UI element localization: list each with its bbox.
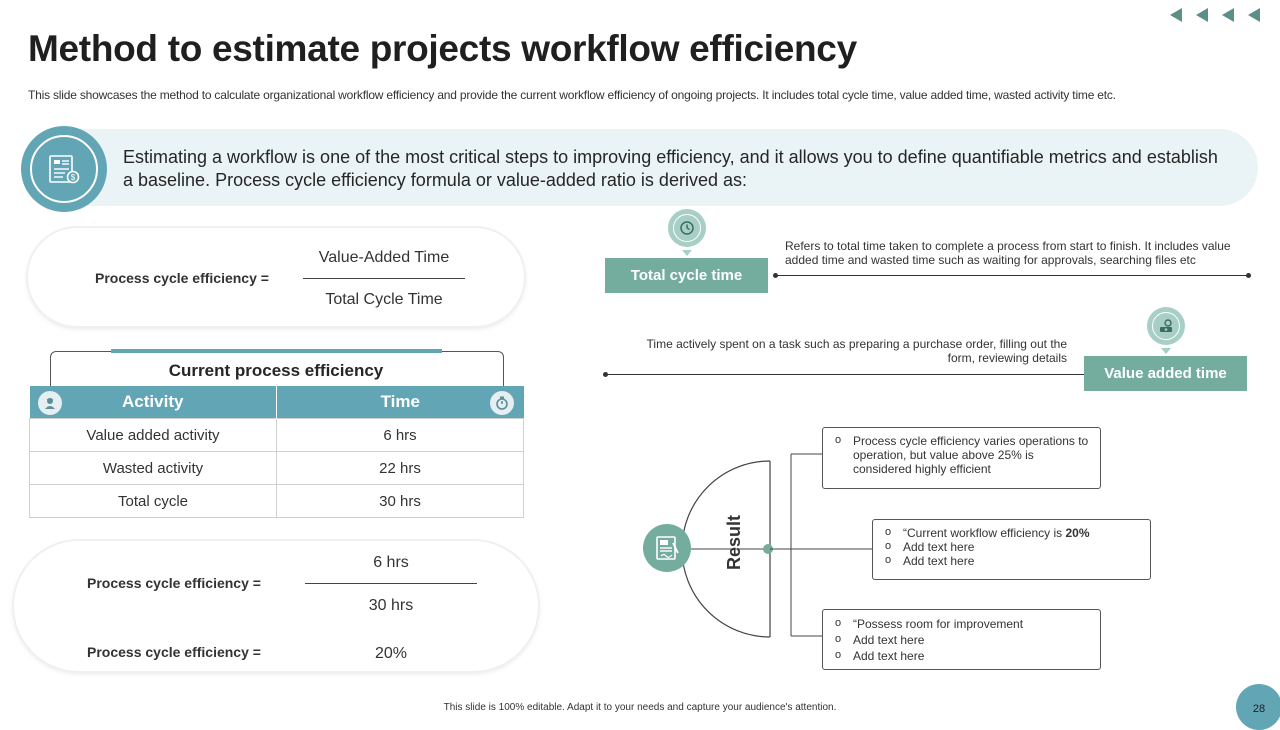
clock-icon: [668, 209, 706, 247]
table-cell: 30 hrs: [276, 484, 524, 518]
worker-icon: [38, 391, 62, 415]
table-cell: Wasted activity: [29, 451, 277, 485]
value-added-description: Time actively spent on a task such as pr…: [646, 337, 1067, 365]
calculation-label: Process cycle efficiency =: [87, 575, 261, 591]
pointer-triangle: [682, 250, 692, 256]
calculation-result-value: 20%: [374, 645, 408, 662]
pointer-triangle: [1161, 348, 1171, 354]
connector-line: [776, 275, 1248, 276]
calculation-pill: [14, 541, 538, 671]
total-cycle-description: Refers to total time taken to complete a…: [785, 239, 1231, 267]
slide-navigation: [1170, 8, 1260, 22]
list-item: “Current workflow efficiency is 20%: [883, 525, 1142, 540]
table-accent-bar: [111, 349, 442, 353]
list-item: Add text here: [833, 647, 1092, 664]
result-box-2: “Current workflow efficiency is 20% Add …: [872, 519, 1151, 580]
list-item: Add text here: [883, 553, 1142, 568]
efficiency-table: Activity Time Value added activity 6 hrs…: [29, 386, 524, 518]
line-dot: [773, 273, 778, 278]
report-icon: $: [30, 135, 98, 203]
money-icon: [1147, 307, 1185, 345]
table-cell: 22 hrs: [276, 451, 524, 485]
fraction-line: [303, 278, 465, 279]
formula-pill: [28, 228, 524, 326]
formula-denominator: Total Cycle Time: [325, 291, 443, 308]
total-cycle-time-tag: Total cycle time: [605, 258, 768, 293]
nav-arrow-left-icon[interactable]: [1222, 8, 1234, 22]
result-box-3: “Possess room for improvement Add text h…: [822, 609, 1101, 670]
timer-icon: [490, 391, 514, 415]
result-label: Result: [724, 514, 744, 570]
svg-text:$: $: [71, 173, 76, 182]
table-caption: Current process efficiency: [168, 361, 384, 380]
formula-numerator: Value-Added Time: [318, 249, 450, 266]
table-header-time: Time: [276, 386, 524, 419]
line-dot: [603, 372, 608, 377]
list-item-text: “Current workflow efficiency is: [903, 526, 1066, 540]
table-cell: Value added activity: [29, 418, 277, 452]
nav-arrow-left-icon[interactable]: [1248, 8, 1260, 22]
list-item: Process cycle efficiency varies operatio…: [833, 433, 1092, 476]
footer-note: This slide is 100% editable. Adapt it to…: [443, 702, 837, 713]
calculation-numerator: 6 hrs: [373, 554, 409, 571]
list-item: Add text here: [833, 631, 1092, 648]
table-header-activity: Activity: [29, 386, 277, 419]
calculation-result-label: Process cycle efficiency =: [87, 644, 261, 660]
banner-text: Estimating a workflow is one of the most…: [123, 147, 1218, 190]
formula-label: Process cycle efficiency =: [95, 270, 269, 286]
table-row: Wasted activity 22 hrs: [29, 451, 524, 485]
table-row: Total cycle 30 hrs: [29, 484, 524, 518]
connector-line: [606, 374, 1084, 375]
efficiency-value: 20%: [1065, 526, 1090, 540]
slide-subtitle: This slide showcases the method to calcu…: [28, 88, 1116, 102]
nav-arrow-left-icon[interactable]: [1196, 8, 1208, 22]
intro-banner: [28, 129, 1258, 206]
nav-arrow-left-icon[interactable]: [1170, 8, 1182, 22]
table-row: Value added activity 6 hrs: [29, 418, 524, 452]
value-added-time-tag: Value added time: [1084, 356, 1247, 391]
table-header-row: Activity Time: [29, 386, 524, 419]
result-box-1: Process cycle efficiency varies operatio…: [822, 427, 1101, 489]
page-number: 28: [1236, 684, 1280, 730]
list-item: “Possess room for improvement: [833, 615, 1092, 632]
calculation-denominator: 30 hrs: [368, 597, 414, 614]
list-item: Add text here: [883, 539, 1142, 554]
line-dot: [1246, 273, 1251, 278]
table-cell: 6 hrs: [276, 418, 524, 452]
document-signature-icon: [643, 524, 691, 572]
table-cell: Total cycle: [29, 484, 277, 518]
fraction-line: [305, 583, 477, 584]
slide-title: Method to estimate projects workflow eff…: [28, 28, 857, 69]
